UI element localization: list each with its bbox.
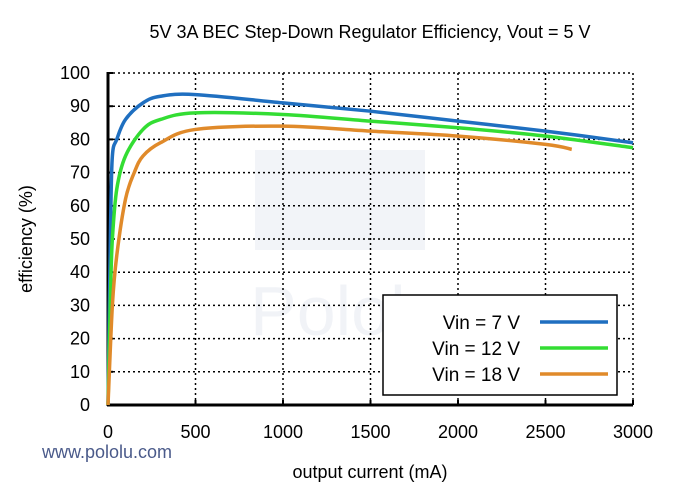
y-tick-label: 50 xyxy=(70,229,90,249)
chart-title: 5V 3A BEC Step-Down Regulator Efficiency… xyxy=(149,22,590,42)
x-axis-label: output current (mA) xyxy=(292,462,447,482)
y-tick-label: 90 xyxy=(70,96,90,116)
y-axis-label: efficiency (%) xyxy=(16,185,36,293)
x-tick-label: 3000 xyxy=(613,422,653,442)
y-tick-label: 20 xyxy=(70,329,90,349)
legend-box xyxy=(382,294,618,396)
x-tick-label: 1500 xyxy=(350,422,390,442)
y-tick-label: 30 xyxy=(70,295,90,315)
x-tick-label: 2000 xyxy=(438,422,478,442)
series-line-2 xyxy=(106,110,634,406)
series-line-3 xyxy=(106,124,573,406)
legend-label: Vin = 7 V xyxy=(443,313,521,334)
website-label[interactable]: www.pololu.com xyxy=(41,442,172,462)
y-tick-label: 40 xyxy=(70,262,90,282)
legend-label: Vin = 12 V xyxy=(432,339,520,360)
x-tick-label: 1000 xyxy=(263,422,303,442)
y-tick-label: 60 xyxy=(70,196,90,216)
x-tick-label: 0 xyxy=(103,422,113,442)
y-tick-label: 10 xyxy=(70,362,90,382)
y-tick-label: 80 xyxy=(70,129,90,149)
x-tick-label: 500 xyxy=(180,422,210,442)
y-tick-label: 100 xyxy=(60,63,90,83)
y-tick-label: 70 xyxy=(70,163,90,183)
legend-label: Vin = 18 V xyxy=(432,365,520,386)
x-tick-label: 2500 xyxy=(525,422,565,442)
y-tick-label: 0 xyxy=(80,395,90,415)
series-line-1 xyxy=(106,92,634,406)
legend: Vin = 7 V Vin = 12 V Vin = 18 V xyxy=(382,294,618,396)
